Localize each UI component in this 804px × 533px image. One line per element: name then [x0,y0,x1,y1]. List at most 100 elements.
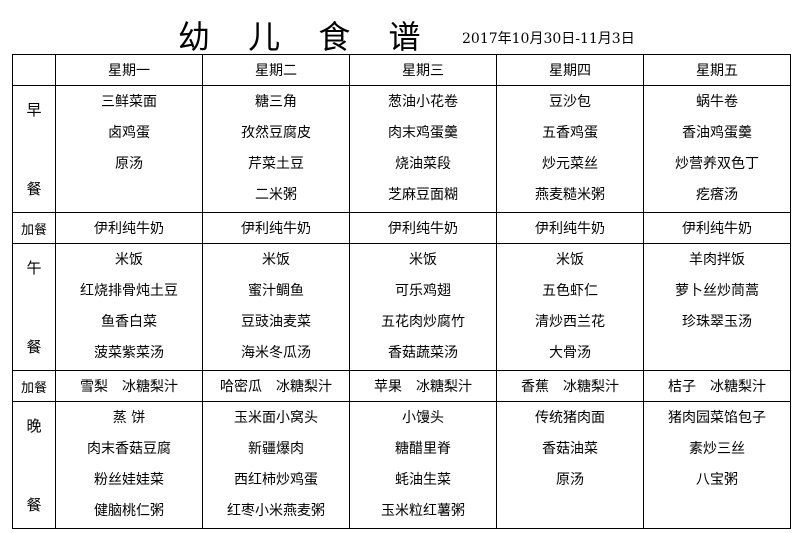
menu-item: 原汤 [556,472,584,488]
menu-item: 桔子 冰糖梨汁 [668,379,766,395]
menu-item: 红枣小米燕麦粥 [227,503,325,519]
menu-item: 猪肉园菜馅包子 [668,410,766,426]
meal-label-char: 餐 [26,180,42,198]
menu-item: 炒元菜丝 [542,156,598,172]
menu-item: 蜗牛卷 [696,94,738,110]
menu-item: 素炒三丝 [689,441,745,457]
menu-cell: 桔子 冰糖梨汁 [643,370,791,402]
meal-label: 午餐 [13,257,55,357]
menu-cell: 糖三角 孜然豆腐皮 芹菜土豆 二米粥 [202,85,350,213]
meal-label-cell: 早餐 [12,85,56,213]
snack-row: 加餐 雪梨 冰糖梨汁 哈密瓜 冰糖梨汁 苹果 冰糖梨汁 香蕉 冰糖梨汁 桔子 冰糖梨汁 [12,370,791,402]
menu-cell: 香蕉 冰糖梨汁 [496,370,644,402]
menu-item: 肉末鸡蛋羹 [388,125,458,141]
menu-item: 五香鸡蛋 [542,125,598,141]
menu-item: 豆豉油麦菜 [241,314,311,330]
menu-item: 二米粥 [255,187,297,203]
menu-cell: 伊利纯牛奶 [496,212,644,244]
meal-label-char: 餐 [26,338,42,356]
menu-cell: 玉米面小窝头 新疆爆肉西红柿炒鸡蛋 红枣小米燕麦粥 [202,401,350,529]
menu-item: 可乐鸡翅 [395,283,451,299]
menu-item: 珍珠翠玉汤 [682,314,752,330]
meal-label-char: 午 [26,259,42,277]
menu-item: 蜜汁鲷鱼 [248,283,304,299]
menu-cell: 伊利纯牛奶 [349,212,497,244]
menu-item: 五花肉炒腐竹 [381,314,465,330]
menu-item: 海米冬瓜汤 [241,345,311,361]
menu-item: 孜然豆腐皮 [241,125,311,141]
menu-item: 疙瘩汤 [696,187,738,203]
day-header: 星期四 [496,54,644,86]
menu-item: 玉米粒红薯粥 [381,503,465,519]
meal-row: 午餐米饭 红烧排骨炖土豆 鱼香白菜 菠菜紫菜汤 米饭 蜜汁鲷鱼 豆豉油麦菜 海米冬瓜汤 米饭 可乐… [12,243,791,371]
menu-item: 羊肉拌饭 [689,252,745,268]
snack-row: 加餐 伊利纯牛奶 伊利纯牛奶 伊利纯牛奶 伊利纯牛奶 伊利纯牛奶 [12,212,791,244]
menu-item: 小馒头 [402,410,444,426]
corner-cell [12,54,56,86]
menu-cell: 米饭蜜汁鲷鱼豆豉油麦菜海米冬瓜汤 [202,243,350,371]
menu-cell: 猪肉园菜馅包子 素炒三丝八宝粥 [643,401,791,529]
meal-row: 晚餐蒸 饼肉末香菇豆腐 粉丝娃娃菜 健脑桃仁粥 玉米面小窝头 新疆爆肉 西红柿炒鸡蛋 红枣小… [12,401,791,529]
menu-item: 萝卜丝炒茼蒿 [675,283,759,299]
menu-item: 糖醋里脊 [395,441,451,457]
menu-cell: 米饭 可乐鸡翅 五花肉炒腐竹 香菇蔬菜汤 [349,243,497,371]
menu-item: 红烧排骨炖土豆 [80,283,178,299]
header-row: 星期一 星期二 星期三 星期四 星期五 [12,54,791,86]
day-header: 星期二 [202,54,350,86]
menu-item: 炒营养双色丁 [675,156,759,172]
menu-item: 粉丝娃娃菜 [94,472,164,488]
menu-cell: 豆沙包 五香鸡蛋 炒元菜丝 燕麦糙米粥 [496,85,644,213]
menu-item: 伊利纯牛奶 [388,221,458,237]
menu-item: 米饭 [556,252,584,268]
menu-item: 豆沙包 [549,94,591,110]
menu-item: 香油鸡蛋羹 [682,125,752,141]
menu-cell: 传统猪肉面 香菇油菜 原汤 [496,401,644,529]
menu-item: 伊利纯牛奶 [241,221,311,237]
snack-label-cell: 加餐 [12,212,56,244]
meal-label-cell: 晚餐 [12,401,56,529]
day-header: 星期一 [55,54,203,86]
menu-item: 三鲜菜面 [101,94,157,110]
menu-item: 玉米面小窝头 [234,410,318,426]
menu-item: 菠菜紫菜汤 [94,345,164,361]
menu-item: 哈密瓜 冰糖梨汁 [220,379,332,395]
menu-item: 清炒西兰花 [535,314,605,330]
menu-item: 伊利纯牛奶 [94,221,164,237]
menu-cell: 苹果 冰糖梨汁 [349,370,497,402]
menu-item: 伊利纯牛奶 [535,221,605,237]
snack-label: 加餐 [20,222,47,238]
menu-table: 星期一 星期二 星期三 星期四 星期五早餐三鲜菜面 卤鸡蛋 原汤 糖三角 孜然豆腐皮 芹菜土豆 二米… [12,54,791,529]
menu-item: 葱油小花卷 [388,94,458,110]
menu-item: 八宝粥 [696,472,738,488]
menu-cell: 小馒头 糖醋里脊 蚝油生菜 玉米粒红薯粥 [349,401,497,529]
menu-item: 米饭 [262,252,290,268]
menu-item: 米饭 [115,252,143,268]
menu-item: 卤鸡蛋 [108,125,150,141]
snack-label-cell: 加餐 [12,370,56,402]
menu-item: 米饭 [409,252,437,268]
menu-item: 芹菜土豆 [248,156,304,172]
menu-item: 伊利纯牛奶 [682,221,752,237]
menu-item: 鱼香白菜 [101,314,157,330]
menu-item: 健脑桃仁粥 [94,503,164,519]
meal-label-char: 晚 [26,417,42,435]
menu-cell: 雪梨 冰糖梨汁 [55,370,203,402]
menu-item: 蒸 饼 [112,410,146,426]
menu-item: 五色虾仁 [542,283,598,299]
menu-item: 苹果 冰糖梨汁 [374,379,472,395]
menu-item: 西红柿炒鸡蛋 [234,472,318,488]
menu-cell: 米饭五色虾仁清炒西兰花大骨汤 [496,243,644,371]
meal-label: 晚餐 [13,415,55,515]
meal-row: 早餐三鲜菜面 卤鸡蛋 原汤 糖三角 孜然豆腐皮 芹菜土豆 二米粥 葱油小花卷 肉末鸡蛋羹 烧油菜段… [12,85,791,213]
date-range: 2017年10月30日-11月3日 [462,31,635,47]
menu-item: 新疆爆肉 [248,441,304,457]
menu-cell: 伊利纯牛奶 [643,212,791,244]
menu-item: 原汤 [115,156,143,172]
menu-item: 大骨汤 [549,345,591,361]
menu-cell: 蜗牛卷香油鸡蛋羹炒营养双色丁 疙瘩汤 [643,85,791,213]
menu-cell: 三鲜菜面 卤鸡蛋 原汤 [55,85,203,213]
menu-cell: 哈密瓜 冰糖梨汁 [202,370,350,402]
meal-label-cell: 午餐 [12,243,56,371]
menu-item: 烧油菜段 [395,156,451,172]
day-header: 星期三 [349,54,497,86]
